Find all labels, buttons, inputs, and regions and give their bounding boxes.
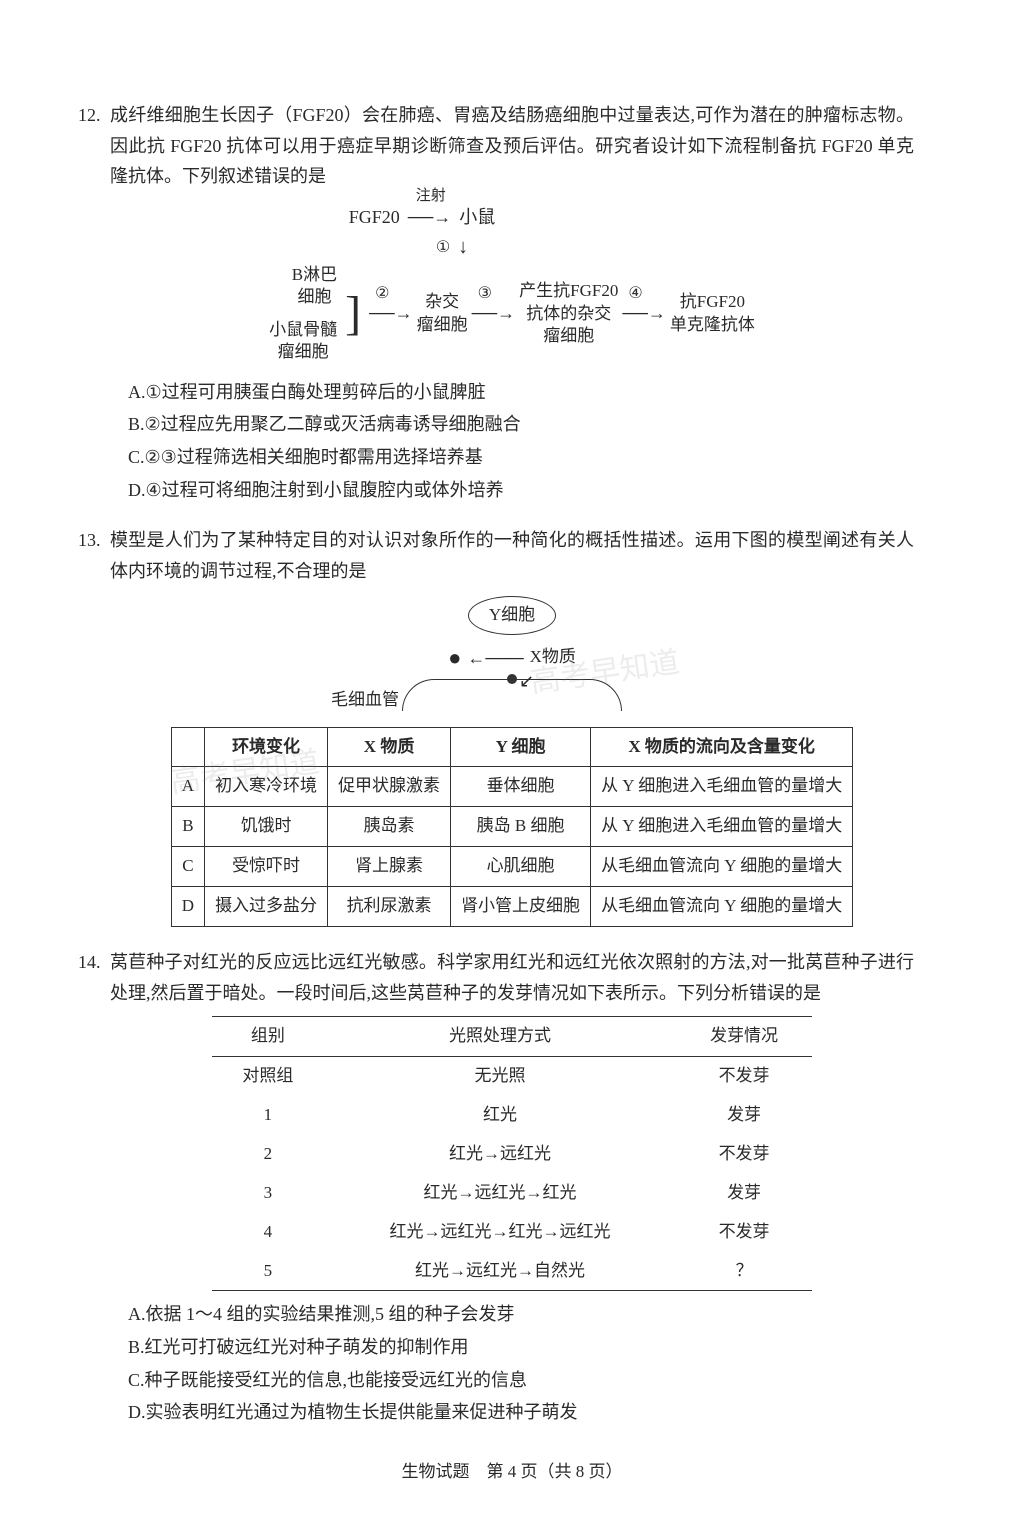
table-row: C受惊吓时肾上腺素心肌细胞从毛细血管流向 Y 细胞的量增大 (171, 847, 852, 887)
q14-table: 组别 光照处理方式 发芽情况 对照组无光照不发芽 1红光发芽 2红光→远红光不发… (212, 1016, 812, 1291)
d13-ycell: Y细胞 (468, 596, 556, 635)
d12-hyb1: 杂交 (425, 291, 459, 313)
question-14: 14. 莴苣种子对红光的反应远比远红光敏感。科学家用红光和远红光依次照射的方法,… (110, 947, 914, 1428)
table-row: A初入寒冷环境促甲状腺激素垂体细胞从 Y 细胞进入毛细血管的量增大 (171, 767, 852, 807)
th-x: X 物质 (328, 727, 451, 767)
th-blank (171, 727, 204, 767)
q14-opt-a: A.依据 1～4 组的实验结果推测,5 组的种子会发芽 (128, 1299, 914, 1330)
table-row: B饥饿时胰岛素胰岛 B 细胞从 Y 细胞进入毛细血管的量增大 (171, 807, 852, 847)
q13-diagram: Y细胞 ● ←─── X物质 毛细血管 ↙ (110, 596, 914, 710)
table-row: 4红光→远红光→红光→远红光不发芽 (212, 1213, 812, 1252)
q12-opt-c: C.②③过程筛选相关细胞时都需用选择培养基 (128, 442, 914, 473)
q12-diagram: FGF20 注射 ──→ 小鼠 ① ↓ B淋巴 细胞 小鼠骨髓 瘤细胞 (110, 202, 914, 363)
dot-icon: ● (448, 639, 461, 676)
q12-opt-a: A.①过程可用胰蛋白酶处理剪碎后的小鼠脾脏 (128, 377, 914, 408)
d13-cap-label: 毛细血管 (331, 686, 399, 715)
th-y: Y 细胞 (451, 727, 591, 767)
arrow-icon: ──→ (408, 207, 452, 227)
q13-number: 13. (78, 525, 101, 556)
d12-mab1: 抗FGF20 (680, 291, 745, 313)
table-row: 2红光→远红光不发芽 (212, 1135, 812, 1174)
q14-opt-c: C.种子既能接受红光的信息,也能接受远红光的信息 (128, 1365, 914, 1396)
d12-inject-label: 注射 (416, 184, 446, 210)
d12-step2: ② (375, 280, 389, 307)
q12-options: A.①过程可用胰蛋白酶处理剪碎后的小鼠脾脏 B.②过程应先用聚乙二醇或灭活病毒诱… (128, 377, 914, 505)
q12-number: 12. (78, 100, 101, 131)
arrow-diag-icon: ↙ (519, 666, 534, 697)
d12-hyb2: 瘤细胞 (417, 314, 468, 336)
question-12: 12. 成纤维细胞生长因子（FGF20）会在肺癌、胃癌及结肠癌细胞中过量表达,可… (110, 100, 914, 505)
question-13: 13. 模型是人们为了某种特定目的对认识对象所作的一种简化的概括性描述。运用下图… (110, 525, 914, 927)
capillary-shape: 毛细血管 ↙ (402, 679, 622, 711)
d12-prod2: 抗体的杂交 (526, 303, 611, 325)
arrow-left-icon: ←─── (467, 643, 523, 674)
q14-stem: 莴苣种子对红光的反应远比远红光敏感。科学家用红光和远红光依次照射的方法,对一批莴… (110, 947, 914, 1008)
d12-bcell-2: 细胞 (297, 286, 331, 308)
q14-opt-d: D.实验表明红光通过为植物生长提供能量来促进种子萌发 (128, 1397, 914, 1428)
d12-step3: ③ (478, 280, 492, 307)
q12-stem: 成纤维细胞生长因子（FGF20）会在肺癌、胃癌及结肠癌细胞中过量表达,可作为潜在… (110, 100, 914, 192)
table-row: 对照组无光照不发芽 (212, 1057, 812, 1096)
d12-step4: ④ (628, 280, 642, 307)
q13-stem: 模型是人们为了某种特定目的对认识对象所作的一种简化的概括性描述。运用下图的模型阐… (110, 525, 914, 586)
d12-mouse: 小鼠 (459, 202, 495, 233)
q14-number: 14. (78, 947, 101, 978)
table-row: 1红光发芽 (212, 1096, 812, 1135)
d12-bone-2: 瘤细胞 (278, 341, 329, 363)
d12-bcell-1: B淋巴 (292, 264, 337, 286)
table-row: 3红光→远红光→红光发芽 (212, 1174, 812, 1213)
table-row: 5红光→远红光→自然光？ (212, 1252, 812, 1291)
d12-mab2: 单克隆抗体 (670, 314, 755, 336)
d12-fgf20: FGF20 (349, 202, 400, 233)
q12-opt-b: B.②过程应先用聚乙二醇或灭活病毒诱导细胞融合 (128, 409, 914, 440)
d12-prod3: 瘤细胞 (543, 325, 594, 347)
q12-opt-d: D.④过程可将细胞注射到小鼠腹腔内或体外培养 (128, 475, 914, 506)
dot-icon (507, 674, 517, 684)
page-footer: 生物试题 第 4 页（共 8 页） (110, 1458, 914, 1487)
d12-step1: ① (436, 234, 450, 261)
d12-left-group: B淋巴 细胞 小鼠骨髓 瘤细胞 (269, 264, 337, 362)
arrow-down-icon: ↓ (458, 230, 468, 264)
table-header-row: 环境变化 X 物质 Y 细胞 X 物质的流向及含量变化 (171, 727, 852, 767)
d12-bone-1: 小鼠骨髓 (269, 319, 337, 341)
q13-table: 环境变化 X 物质 Y 细胞 X 物质的流向及含量变化 A初入寒冷环境促甲状腺激… (171, 727, 853, 927)
q14-opt-b: B.红光可打破远红光对种子萌发的抑制作用 (128, 1332, 914, 1363)
q14-options: A.依据 1～4 组的实验结果推测,5 组的种子会发芽 B.红光可打破远红光对种… (128, 1299, 914, 1427)
table-row: D摄入过多盐分抗利尿激素肾小管上皮细胞从毛细血管流向 Y 细胞的量增大 (171, 887, 852, 927)
d12-prod1: 产生抗FGF20 (519, 280, 618, 302)
th-env: 环境变化 (205, 727, 328, 767)
bracket-icon: ] (345, 290, 361, 338)
th-flow: X 物质的流向及含量变化 (591, 727, 853, 767)
table-header-row: 组别 光照处理方式 发芽情况 (212, 1017, 812, 1057)
d13-xmat: X物质 (530, 643, 576, 672)
